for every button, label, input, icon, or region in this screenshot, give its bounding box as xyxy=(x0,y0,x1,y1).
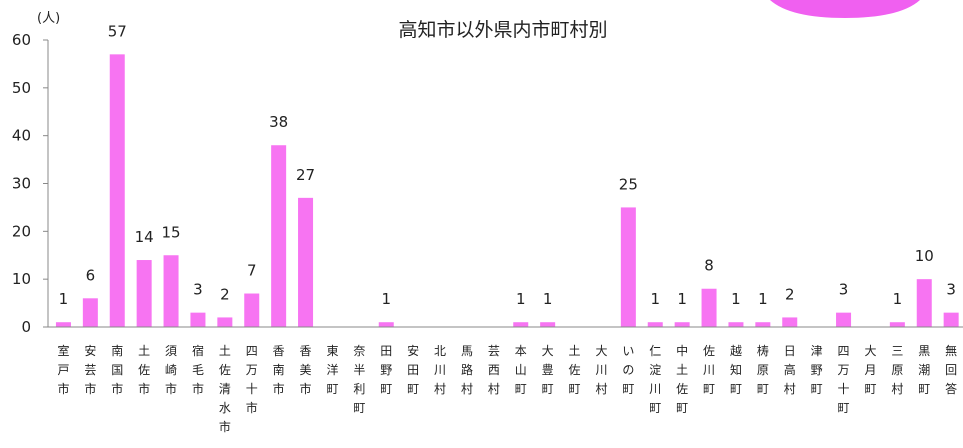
value-label: 8 xyxy=(704,257,714,275)
y-tick-label: 40 xyxy=(12,127,31,145)
category-label: 大豊町 xyxy=(542,344,554,396)
bar xyxy=(647,322,663,327)
category-label: 芸西村 xyxy=(488,344,500,396)
bar xyxy=(674,322,690,327)
category-label: 三原村 xyxy=(891,344,903,396)
category-label: 四万十市 xyxy=(246,344,258,415)
chart-title: 高知市以外県内市町村別 xyxy=(398,19,607,41)
bar xyxy=(378,322,394,327)
category-label: 津野町 xyxy=(811,344,823,396)
category-label: 香美市 xyxy=(300,344,312,396)
bar xyxy=(190,312,206,327)
value-label: 3 xyxy=(193,281,203,299)
bar xyxy=(701,288,717,327)
bar xyxy=(82,298,98,327)
y-tick-label: 0 xyxy=(21,318,31,336)
y-tick-label: 20 xyxy=(12,222,31,240)
category-label: 安芸市 xyxy=(84,343,96,396)
value-label: 3 xyxy=(946,281,956,299)
bar xyxy=(728,322,744,327)
bar xyxy=(540,322,556,327)
bar xyxy=(916,279,932,327)
value-label: 2 xyxy=(785,285,795,303)
value-label: 7 xyxy=(247,262,257,280)
category-label: 大月町 xyxy=(864,344,876,396)
value-label: 1 xyxy=(758,290,768,308)
value-label: 25 xyxy=(619,175,638,193)
bars xyxy=(55,54,959,327)
category-label: 越知町 xyxy=(730,344,742,396)
value-label: 1 xyxy=(543,290,553,308)
bar xyxy=(836,312,852,327)
bar xyxy=(217,317,233,327)
value-label: 15 xyxy=(162,223,181,241)
value-label: 3 xyxy=(839,281,849,299)
category-label: 香南市 xyxy=(273,344,285,396)
category-label: 安田町 xyxy=(407,343,419,396)
y-tick-label: 30 xyxy=(12,175,31,193)
category-label: 土佐清水市 xyxy=(219,344,231,434)
value-label: 6 xyxy=(86,266,96,284)
value-label: 27 xyxy=(296,166,315,184)
value-label: 1 xyxy=(893,290,903,308)
value-label: 1 xyxy=(381,290,391,308)
category-label: 土佐町 xyxy=(569,344,581,396)
bar xyxy=(889,322,905,327)
bar xyxy=(782,317,798,327)
category-label: 南国市 xyxy=(111,343,123,396)
bar xyxy=(136,260,152,327)
bar xyxy=(244,293,260,327)
bar xyxy=(943,312,959,327)
category-label: 須崎市 xyxy=(165,344,177,396)
category-label: 四万十町 xyxy=(838,344,850,415)
category-label: 田野町 xyxy=(380,344,392,396)
bar xyxy=(620,207,636,327)
category-label: 宿毛市 xyxy=(192,343,204,396)
category-label: 馬路村 xyxy=(461,344,473,396)
bar xyxy=(163,255,179,327)
bar xyxy=(298,197,314,327)
category-label: 奈半利町 xyxy=(353,344,365,415)
bar xyxy=(755,322,771,327)
category-labels: 室戸市 安芸市 南国市 土佐市 須崎市 宿毛市 土佐清水市 四万十市 香南市 香美市 東洋町 奈半利町… xyxy=(57,343,957,434)
bar xyxy=(55,322,71,327)
category-label: 大川村 xyxy=(595,344,607,396)
category-label: 北川村 xyxy=(434,344,446,396)
category-label: 黒潮町 xyxy=(918,344,930,396)
category-label: 仁淀川町 xyxy=(649,344,661,415)
category-label: 室戸市 xyxy=(57,343,69,396)
category-label: 東洋町 xyxy=(326,344,338,396)
category-label: 土佐市 xyxy=(138,344,150,396)
value-label: 1 xyxy=(677,290,687,308)
category-label: いの町 xyxy=(622,344,634,396)
category-label: 中土佐町 xyxy=(676,343,688,415)
value-label: 1 xyxy=(650,290,660,308)
value-label: 1 xyxy=(731,290,741,308)
category-label: 佐川町 xyxy=(703,344,715,396)
y-tick-label: 10 xyxy=(12,270,31,288)
corner-decoration xyxy=(770,0,920,18)
value-label: 1 xyxy=(59,290,69,308)
category-label: 梼原町 xyxy=(757,343,769,396)
bar xyxy=(271,145,287,327)
y-tick-label: 60 xyxy=(12,31,31,49)
bar xyxy=(513,322,529,327)
category-label: 本山町 xyxy=(515,344,527,396)
value-label: 10 xyxy=(915,247,934,265)
y-axis: 0 10 20 30 40 50 60 xyxy=(12,31,49,336)
value-label: 14 xyxy=(135,228,154,246)
value-label: 1 xyxy=(516,290,526,308)
category-label: 無回答 xyxy=(945,343,957,396)
value-label: 38 xyxy=(269,113,288,131)
bar xyxy=(109,54,125,327)
value-label: 57 xyxy=(108,22,127,40)
category-label: 日高村 xyxy=(784,344,796,396)
y-tick-label: 50 xyxy=(12,79,31,97)
value-label: 2 xyxy=(220,285,230,303)
y-axis-unit: (人) xyxy=(37,11,60,26)
